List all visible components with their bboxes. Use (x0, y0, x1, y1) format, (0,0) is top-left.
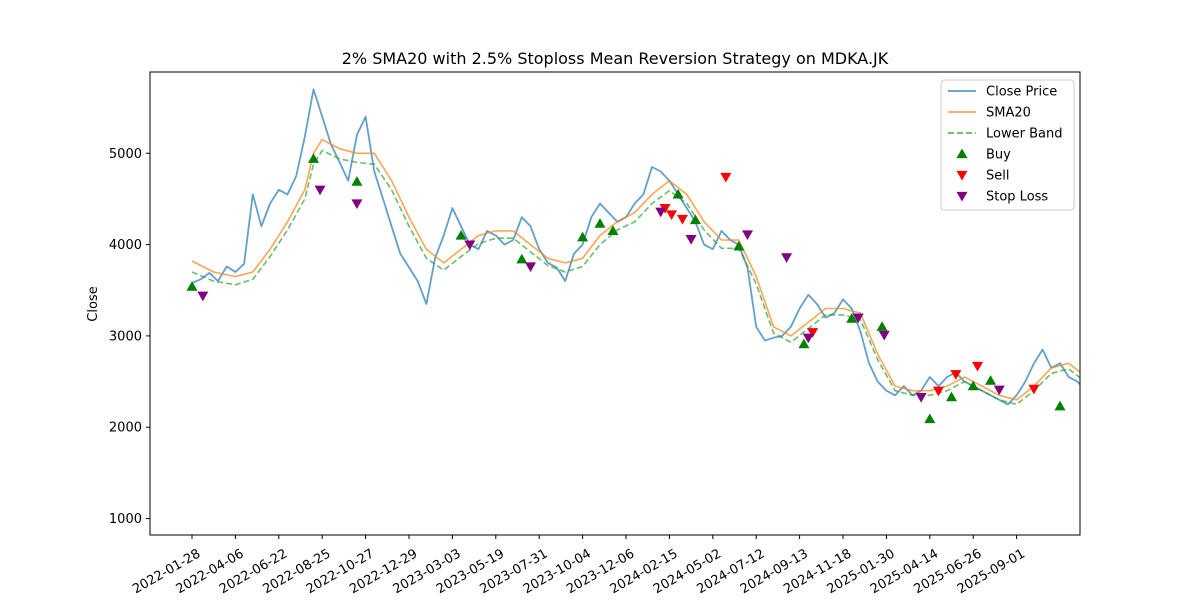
marker-stop-loss (781, 253, 793, 263)
plot-area (186, 88, 1080, 424)
marker-buy (876, 321, 888, 331)
marker-stop-loss (802, 333, 814, 344)
marker-sell (1028, 384, 1040, 395)
marker-buy (967, 380, 979, 391)
marker-sell (972, 361, 984, 372)
legend-label: Sell (986, 169, 1009, 184)
marker-sell (950, 370, 962, 380)
marker-stop-loss (993, 385, 1005, 396)
legend-label: SMA20 (986, 106, 1031, 121)
marker-stop-loss (852, 313, 864, 324)
chart-title: 2% SMA20 with 2.5% Stoploss Mean Reversi… (342, 49, 889, 68)
legend-entry-buy: Buy (956, 148, 1011, 163)
marker-stop-loss (314, 185, 326, 196)
marker-buy (846, 313, 858, 323)
legend-swatch (956, 148, 968, 159)
y-tick-label: 1000 (109, 512, 142, 527)
legend-entry-close-price: Close Price (948, 85, 1057, 100)
marker-stop-loss (915, 392, 927, 403)
legend-swatch (956, 170, 968, 181)
legend-entry-sma20: SMA20 (948, 106, 1031, 121)
marker-stop-loss (685, 234, 697, 245)
y-tick-label: 2000 (109, 421, 142, 436)
legend-entry-stop-loss: Stop Loss (956, 190, 1048, 205)
marker-stop-loss (197, 291, 209, 302)
marker-buy (1054, 400, 1066, 411)
marker-buy (594, 218, 606, 228)
marker-buy (351, 176, 363, 186)
marker-buy (455, 229, 467, 240)
marker-stop-loss (878, 330, 890, 341)
legend-entry-sell: Sell (956, 169, 1009, 184)
marker-buy (607, 225, 619, 236)
legend-label: Lower Band (986, 127, 1062, 142)
series-line-sma20 (191, 138, 1080, 401)
marker-stop-loss (351, 199, 363, 210)
legend: Close Price SMA20 Lower Band Buy Sell Stop Lo… (940, 79, 1075, 211)
series-line-close-price (191, 88, 1080, 406)
marker-buy (924, 413, 936, 424)
marker-buy (733, 240, 745, 251)
marker-buy (577, 231, 589, 242)
marker-buy (985, 375, 997, 385)
y-axis-label: Close (86, 286, 101, 321)
marker-buy (186, 281, 198, 291)
marker-buy (946, 391, 957, 402)
y-tick-label: 4000 (109, 238, 142, 253)
legend-label: Buy (986, 148, 1011, 163)
marker-sell (666, 210, 678, 220)
y-tick-label: 3000 (109, 329, 142, 344)
marker-stop-loss (464, 240, 476, 251)
marker-buy (308, 153, 320, 163)
marker-sell (676, 214, 688, 225)
y-tick-label: 5000 (109, 147, 142, 162)
marker-buy (798, 338, 810, 349)
legend-label: Stop Loss (986, 190, 1048, 205)
marker-stop-loss (655, 207, 667, 218)
marker-stop-loss (742, 230, 754, 241)
marker-buy (516, 253, 528, 264)
marker-sell (932, 386, 944, 397)
plot-frame (149, 71, 1081, 536)
marker-stop-loss (525, 262, 537, 273)
legend-entry-lower-band: Lower Band (948, 127, 1062, 142)
marker-buy (672, 188, 684, 199)
legend-swatch (956, 191, 968, 202)
legend-label: Close Price (986, 85, 1057, 100)
marker-buy (689, 214, 701, 225)
marker-sell (807, 328, 819, 338)
marker-sell (720, 172, 732, 183)
